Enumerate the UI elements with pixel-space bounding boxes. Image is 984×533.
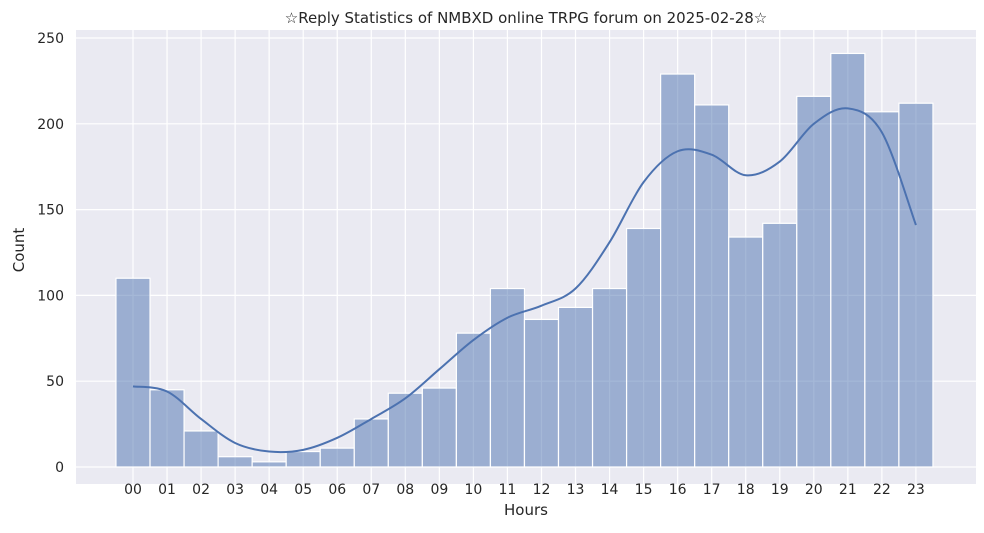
y-axis-label: Count <box>10 228 28 273</box>
bar-20 <box>796 95 832 468</box>
bar-06 <box>319 447 355 468</box>
bar-18 <box>728 236 764 468</box>
y-tick-label: 0 <box>55 460 64 476</box>
y-tick-label: 150 <box>37 203 64 219</box>
x-tick-label: 21 <box>839 482 857 498</box>
y-tick-label: 250 <box>37 31 64 47</box>
y-tick-label: 200 <box>37 117 64 133</box>
bar-00 <box>115 277 151 468</box>
bar-11 <box>489 287 526 468</box>
x-tick-label: 10 <box>464 482 482 498</box>
x-tick-label: 01 <box>158 482 176 498</box>
bar-02 <box>183 430 219 468</box>
x-tick-label: 22 <box>873 482 891 498</box>
x-tick-label: 14 <box>601 482 619 498</box>
x-tick-label: 23 <box>907 482 925 498</box>
x-tick-label: 20 <box>805 482 823 498</box>
x-tick-label: 02 <box>192 482 210 498</box>
bar-17 <box>694 104 730 468</box>
kde-line <box>132 107 917 454</box>
y-tick-label: 100 <box>37 288 64 304</box>
chart-title: ☆Reply Statistics of NMBXD online TRPG f… <box>285 9 768 27</box>
x-tick-label: 07 <box>362 482 380 498</box>
bar-09 <box>421 387 457 468</box>
bar-01 <box>149 389 185 468</box>
bar-21 <box>830 52 866 468</box>
bar-10 <box>455 332 492 468</box>
x-tick-label: 09 <box>430 482 448 498</box>
bar-05 <box>285 450 321 468</box>
x-tick-label: 11 <box>499 482 517 498</box>
x-tick-label: 17 <box>703 482 721 498</box>
bar-22 <box>864 111 900 468</box>
x-tick-label: 05 <box>294 482 312 498</box>
bar-14 <box>591 287 628 468</box>
bar-08 <box>387 392 423 468</box>
bar-23 <box>898 102 934 468</box>
bar-12 <box>523 318 560 468</box>
bar-19 <box>762 222 798 468</box>
bar-03 <box>217 456 253 468</box>
y-tick-label: 50 <box>46 374 64 390</box>
x-tick-label: 08 <box>396 482 414 498</box>
bar-16 <box>660 73 696 468</box>
x-tick-label: 04 <box>260 482 278 498</box>
x-tick-label: 15 <box>635 482 653 498</box>
bar-15 <box>625 227 662 468</box>
bar-04 <box>251 461 287 468</box>
x-tick-label: 16 <box>669 482 687 498</box>
x-tick-label: 03 <box>226 482 244 498</box>
x-tick-label: 19 <box>771 482 789 498</box>
x-tick-label: 00 <box>124 482 142 498</box>
x-tick-label: 12 <box>533 482 551 498</box>
x-axis-label: Hours <box>504 501 548 519</box>
bar-13 <box>557 306 594 468</box>
x-tick-label: 18 <box>737 482 755 498</box>
x-tick-label: 13 <box>567 482 585 498</box>
x-tick-label: 06 <box>328 482 346 498</box>
